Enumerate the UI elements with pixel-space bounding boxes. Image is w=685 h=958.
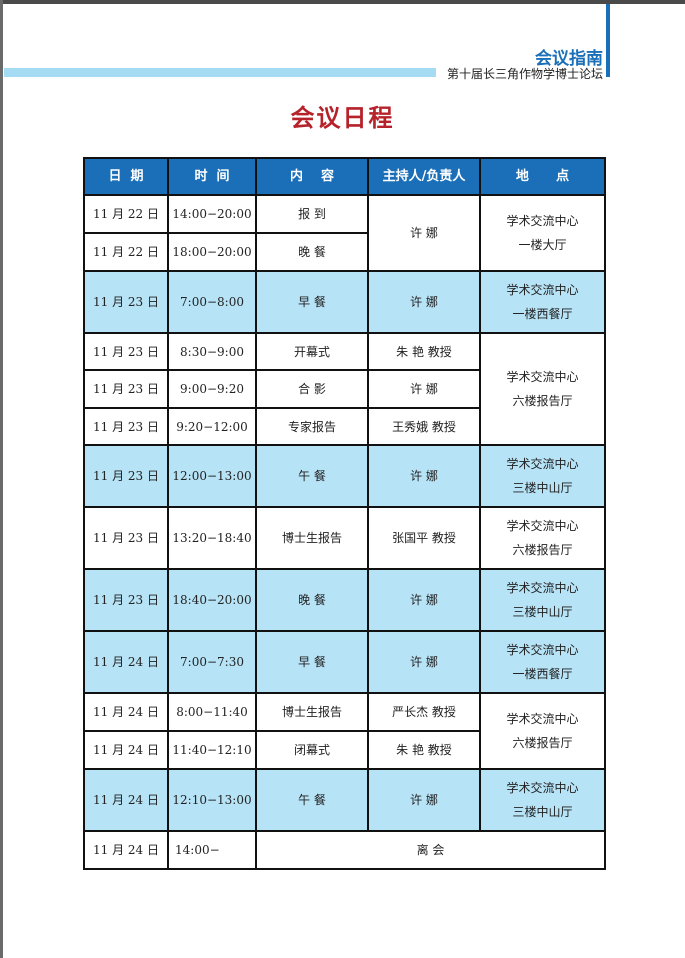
time-cell: 12:10−13:00 [167, 768, 257, 832]
content-cell: 晚 餐 [255, 232, 369, 272]
column-header: 时 间 [167, 157, 257, 196]
time-cell: 18:00−20:00 [167, 232, 257, 272]
forum-name: 第十届长三角作物学博士论坛 [446, 67, 603, 81]
place-cell: 学术交流中心 三楼中山厅 [479, 568, 606, 632]
place-cell: 学术交流中心 三楼中山厅 [479, 768, 606, 832]
host-cell: 王秀娥 教授 [367, 407, 481, 446]
window-left-border [0, 0, 3, 958]
time-cell: 11:40−12:10 [167, 730, 257, 770]
column-header: 内 容 [255, 157, 369, 196]
table-row: 11 月 24 日 11:40−12:10 闭幕式朱 艳 教授 [83, 730, 605, 770]
host-cell: 朱 艳 教授 [367, 332, 481, 371]
table-row: 11 月 23 日 9:00−9:20 合 影许 娜 [83, 369, 605, 409]
time-cell: 14:00− [167, 830, 257, 870]
host-cell: 严长杰 教授 [367, 692, 481, 732]
table-row: 11 月 24 日 8:00−11:40 博士生报告 严长杰 教授 学术交流中心 六楼报… [83, 692, 606, 770]
date-cell: 11 月 23 日 [83, 369, 169, 409]
date-cell: 11 月 22 日 [83, 232, 169, 272]
column-header: 主持人/负责人 [367, 157, 481, 196]
table-row: 11 月 24 日 12:10−13:00 午 餐许 娜学术交流中心 三楼中山厅 [83, 768, 606, 832]
date-cell: 11 月 23 日 [83, 270, 169, 334]
content-cell: 博士生报告 [255, 692, 369, 732]
time-cell: 8:00−11:40 [167, 692, 257, 732]
date-cell: 11 月 24 日 [83, 630, 169, 694]
date-cell: 11 月 23 日 [83, 332, 169, 371]
date-cell: 11 月 23 日 [83, 407, 169, 446]
host-cell: 许 娜 [367, 270, 481, 334]
place-cell: 学术交流中心 六楼报告厅 [479, 506, 606, 570]
host-cell: 许 娜 [367, 194, 481, 272]
time-cell: 8:30−9:00 [167, 332, 257, 371]
place-cell: 学术交流中心 一楼西餐厅 [479, 270, 606, 334]
date-cell: 11 月 23 日 [83, 506, 169, 570]
content-cell: 合 影 [255, 369, 369, 409]
time-cell: 7:00−7:30 [167, 630, 257, 694]
section-label: 会议指南 [535, 49, 603, 69]
table-row: 11 月 23 日 18:40−20:00 晚 餐许 娜学术交流中心 三楼中山厅 [83, 568, 606, 632]
host-cell: 许 娜 [367, 630, 481, 694]
table-row: 11 月 23 日 9:20−12:00 专家报告 王秀娥 教授 [83, 407, 605, 446]
header-horizontal-bar [4, 68, 436, 77]
table-row: 11 月 23 日 13:20−18:40 博士生报告 张国平 教授 学术交流中心 六楼… [83, 506, 606, 570]
time-cell: 12:00−13:00 [167, 444, 257, 508]
host-cell: 许 娜 [367, 768, 481, 832]
content-cell: 午 餐 [255, 444, 369, 508]
place-cell: 学术交流中心 三楼中山厅 [479, 444, 606, 508]
host-cell: 朱 艳 教授 [367, 730, 481, 770]
place-cell: 学术交流中心 一楼西餐厅 [479, 630, 606, 694]
date-cell: 11 月 23 日 [83, 568, 169, 632]
table-row: 11 月 24 日 7:00−7:30 早 餐许 娜学术交流中心 一楼西餐厅 [83, 630, 606, 694]
table-row: 11 月 24 日 14:00− 离 会 [83, 830, 606, 870]
place-cell: 学术交流中心 六楼报告厅 [479, 692, 606, 770]
content-cell: 早 餐 [255, 630, 369, 694]
date-cell: 11 月 24 日 [83, 730, 169, 770]
time-cell: 18:40−20:00 [167, 568, 257, 632]
content-cell: 早 餐 [255, 270, 369, 334]
time-cell: 14:00−20:00 [167, 194, 257, 234]
content-cell: 博士生报告 [255, 506, 369, 570]
table-row: 11 月 22 日 18:00−20:00 晚 餐 [83, 232, 605, 272]
date-cell: 11 月 24 日 [83, 830, 169, 870]
content-cell: 开幕式 [255, 332, 369, 371]
time-cell: 7:00−8:00 [167, 270, 257, 334]
date-cell: 11 月 23 日 [83, 444, 169, 508]
column-header: 地 点 [479, 157, 606, 196]
place-cell: 学术交流中心 六楼报告厅 [479, 332, 606, 446]
host-cell: 张国平 教授 [367, 506, 481, 570]
time-cell: 9:20−12:00 [167, 407, 257, 446]
table-row: 11 月 23 日 7:00−8:00 早 餐许 娜学术交流中心 一楼西餐厅 [83, 270, 606, 334]
host-cell: 许 娜 [367, 369, 481, 409]
content-cell: 午 餐 [255, 768, 369, 832]
table-row: 11 月 23 日 12:00−13:00 午 餐许 娜学术交流中心 三楼中山厅 [83, 444, 606, 508]
time-cell: 13:20−18:40 [167, 506, 257, 570]
host-cell: 许 娜 [367, 568, 481, 632]
column-header: 日 期 [83, 157, 169, 196]
content-cell: 闭幕式 [255, 730, 369, 770]
header-vertical-bar [606, 4, 610, 77]
table-row: 11 月 23 日 8:30−9:00 开幕式朱 艳 教授 学术交流中心 六楼报告厅 [83, 332, 606, 446]
content-cell: 晚 餐 [255, 568, 369, 632]
place-cell: 学术交流中心 一楼大厅 [479, 194, 606, 272]
table-header: 日 期时 间内 容主持人/负责人地 点 [83, 157, 606, 196]
date-cell: 11 月 24 日 [83, 692, 169, 732]
content-cell: 报 到 [255, 194, 369, 234]
window-top-border [0, 0, 685, 4]
date-cell: 11 月 24 日 [83, 768, 169, 832]
host-cell: 许 娜 [367, 444, 481, 508]
page-title: 会议日程 [290, 103, 395, 132]
date-cell: 11 月 22 日 [83, 194, 169, 234]
content-cell: 专家报告 [255, 407, 369, 446]
content-cell: 离 会 [255, 830, 606, 870]
schedule-table: 日 期时 间内 容主持人/负责人地 点 11 月 22 日 14:00−20:00… [83, 157, 606, 870]
table-row: 11 月 22 日 14:00−20:00 报 到许 娜学术交流中心 一楼大厅 [83, 194, 606, 272]
time-cell: 9:00−9:20 [167, 369, 257, 409]
